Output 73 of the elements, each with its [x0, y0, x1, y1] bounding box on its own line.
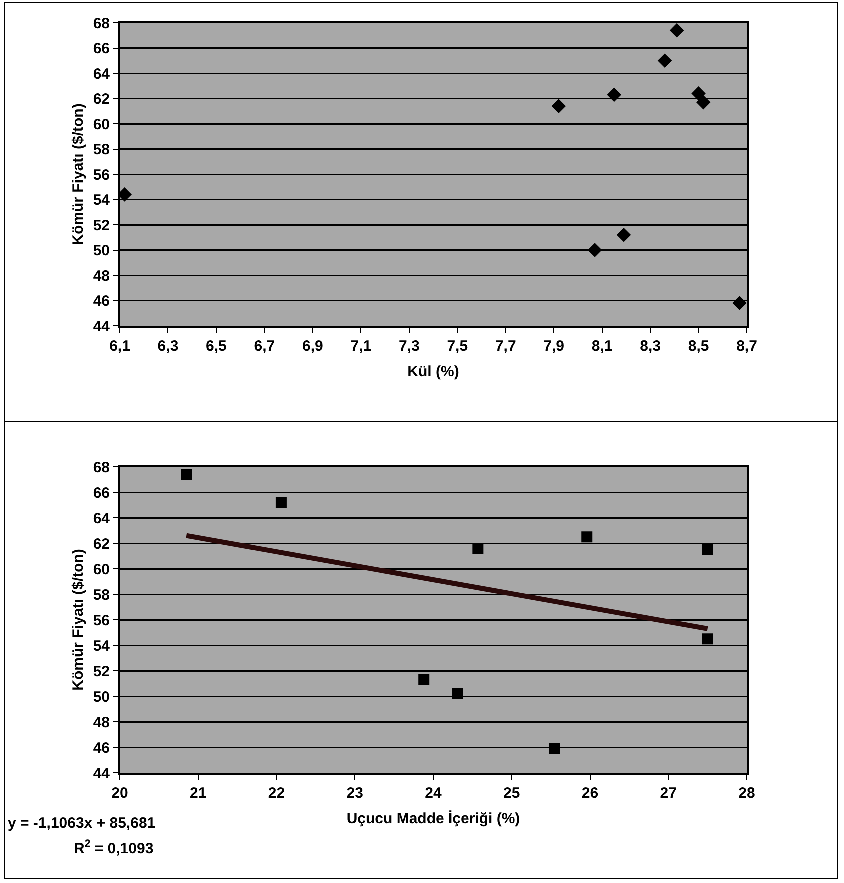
x-tick-label: 6,1 — [110, 338, 130, 355]
x-tick-label: 7,5 — [447, 338, 468, 355]
y-tick-label: 62 — [93, 536, 110, 553]
x-tick-label: 7,7 — [495, 338, 516, 355]
y-tick-label: 54 — [93, 192, 111, 209]
y-tick-label: 46 — [93, 740, 110, 757]
point — [702, 544, 714, 556]
point — [658, 54, 672, 68]
y-tick-label: 66 — [93, 40, 110, 58]
y-tick-label: 64 — [93, 510, 111, 528]
y-tick-label: 58 — [93, 142, 110, 158]
y-tick-label: 52 — [93, 663, 110, 680]
y-tick-label: 52 — [93, 217, 110, 234]
x-tick-label: 28 — [738, 785, 756, 802]
x-tick-label: 8,5 — [688, 338, 710, 355]
y-tick-label: 60 — [93, 561, 110, 578]
x-tick-label: 22 — [268, 785, 286, 802]
y-axis-title: Kömür Fiyatı ($/ton) — [70, 549, 88, 691]
point — [549, 743, 560, 754]
y-tick-label: 60 — [93, 116, 110, 134]
point — [607, 88, 622, 102]
point — [452, 688, 464, 700]
point — [418, 674, 430, 686]
point — [732, 296, 747, 310]
y-tick-label: 56 — [93, 612, 110, 630]
x-tick-label: 25 — [504, 785, 520, 802]
point — [181, 469, 192, 480]
x-tick-label: 6,9 — [302, 338, 324, 355]
point — [670, 23, 684, 38]
x-tick-label: 20 — [112, 785, 128, 802]
text: R$^{2}$ = 0,1093 — [74, 838, 154, 858]
x-tick-label: 23 — [346, 785, 364, 802]
point — [582, 532, 593, 543]
x-tick-label: 8,1 — [592, 338, 613, 355]
x-tick-label: 7,3 — [398, 338, 420, 355]
y-tick-label: 48 — [93, 268, 110, 285]
point — [616, 228, 632, 242]
y-tick-label: 68 — [93, 459, 110, 476]
point — [692, 86, 706, 101]
point — [472, 543, 484, 554]
text: y = -1,1063x + 85,681 — [8, 815, 156, 832]
x-tick-label: 7,1 — [350, 338, 372, 355]
point — [552, 99, 566, 114]
x-axis-title: Kül (%) — [408, 364, 460, 380]
x-tick-label: 8,3 — [640, 338, 661, 355]
x-tick-label: 6,5 — [206, 338, 227, 355]
y-tick-label: 64 — [93, 66, 111, 83]
point — [588, 243, 602, 258]
y-tick-label: 62 — [93, 91, 110, 108]
y-tick-label: 58 — [93, 586, 110, 604]
x-tick-label: 26 — [582, 785, 599, 802]
y-tick-label: 56 — [93, 166, 110, 184]
x-tick-label: 7,9 — [544, 338, 565, 355]
y-tick-label: 54 — [93, 638, 111, 655]
x-tick-label: 6,7 — [254, 338, 276, 355]
point — [702, 634, 714, 645]
y-tick-label: 44 — [93, 765, 111, 782]
y-tick-label: 44 — [93, 318, 111, 336]
x-tick-label: 24 — [425, 785, 442, 802]
x-tick-label: 27 — [660, 785, 677, 802]
y-tick-label: 46 — [93, 293, 110, 310]
y-tick-label: 66 — [93, 484, 110, 502]
x-axis-title: Uçucu Madde İçeriği (%) — [346, 810, 520, 828]
point — [276, 497, 287, 508]
x-tick-label: 21 — [190, 785, 207, 802]
y-tick-label: 50 — [93, 242, 110, 260]
x-tick-label: 6,3 — [158, 338, 179, 355]
x-tick-label: 8,7 — [736, 338, 758, 355]
y-tick-label: 68 — [93, 15, 110, 32]
y-axis-title: Kömür Fiyatı ($/ton) — [70, 104, 88, 246]
y-tick-label: 48 — [93, 714, 110, 732]
y-tick-label: 50 — [93, 688, 110, 706]
point — [696, 95, 711, 110]
